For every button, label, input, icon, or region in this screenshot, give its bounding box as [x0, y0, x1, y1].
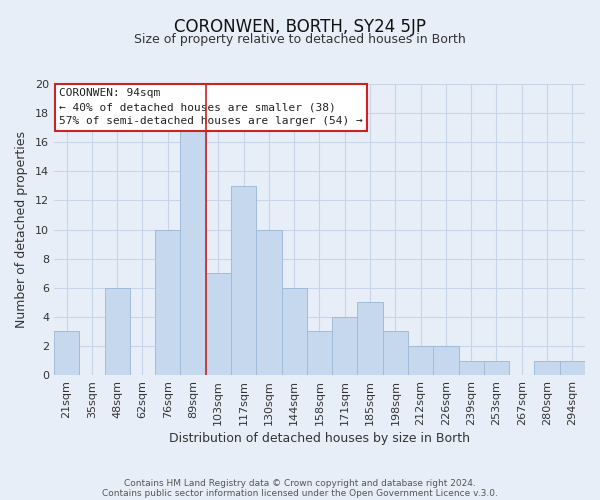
Text: CORONWEN, BORTH, SY24 5JP: CORONWEN, BORTH, SY24 5JP	[174, 18, 426, 36]
Bar	[484, 360, 509, 375]
Bar	[181, 128, 206, 375]
Bar	[358, 302, 383, 375]
Text: Size of property relative to detached houses in Borth: Size of property relative to detached ho…	[134, 32, 466, 46]
Bar	[155, 230, 181, 375]
Bar	[560, 360, 585, 375]
Bar	[231, 186, 256, 375]
Text: Contains HM Land Registry data © Crown copyright and database right 2024.: Contains HM Land Registry data © Crown c…	[124, 479, 476, 488]
X-axis label: Distribution of detached houses by size in Borth: Distribution of detached houses by size …	[169, 432, 470, 445]
Bar	[433, 346, 458, 375]
Bar	[332, 317, 358, 375]
Text: CORONWEN: 94sqm
← 40% of detached houses are smaller (38)
57% of semi-detached h: CORONWEN: 94sqm ← 40% of detached houses…	[59, 88, 363, 126]
Bar	[104, 288, 130, 375]
Bar	[383, 332, 408, 375]
Text: Contains public sector information licensed under the Open Government Licence v.: Contains public sector information licen…	[102, 489, 498, 498]
Bar	[458, 360, 484, 375]
Bar	[408, 346, 433, 375]
Bar	[535, 360, 560, 375]
Bar	[54, 332, 79, 375]
Bar	[206, 273, 231, 375]
Bar	[307, 332, 332, 375]
Y-axis label: Number of detached properties: Number of detached properties	[15, 131, 28, 328]
Bar	[281, 288, 307, 375]
Bar	[256, 230, 281, 375]
